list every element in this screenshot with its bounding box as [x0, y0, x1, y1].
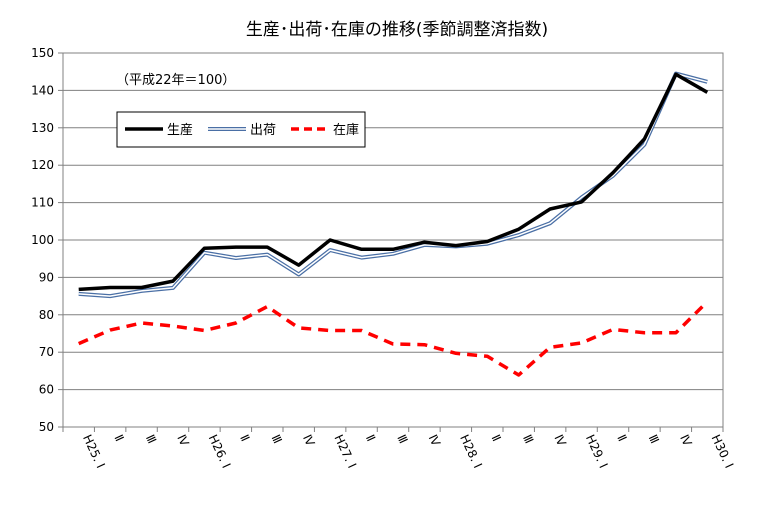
- y-tick-label: 80: [39, 308, 54, 322]
- y-tick-label: 70: [39, 345, 54, 359]
- x-tick-label: H25. Ⅰ: [80, 432, 108, 470]
- x-tick-label: Ⅱ: [237, 432, 252, 443]
- series-line-production: [78, 72, 709, 292]
- series-line-inventory: [78, 300, 709, 377]
- x-tick-label: Ⅲ: [269, 432, 285, 445]
- x-tick-label: Ⅳ: [551, 432, 568, 448]
- x-tick-label: Ⅲ: [520, 432, 536, 445]
- y-tick-label: 50: [39, 420, 54, 434]
- chart-title: 生産･出荷･在庫の推移(季節調整済指数): [246, 20, 548, 40]
- y-tick-label: 110: [31, 196, 54, 210]
- y-tick-label: 100: [31, 233, 54, 247]
- legend-shipments-label: 出荷: [250, 123, 276, 138]
- x-tick-label: Ⅱ: [489, 432, 504, 443]
- x-tick-label: Ⅱ: [111, 432, 126, 443]
- legend-inventory-label: 在庫: [333, 123, 359, 138]
- x-axis: H25. Ⅰ Ⅱ Ⅲ Ⅳ H26. Ⅰ Ⅱ Ⅲ Ⅳ H27. Ⅰ Ⅱ Ⅲ Ⅳ H28. Ⅰ Ⅱ Ⅲ Ⅳ H29.…: [62, 427, 737, 470]
- x-tick-label: Ⅲ: [143, 432, 159, 445]
- x-tick-label: Ⅲ: [394, 432, 410, 445]
- y-tick-label: 120: [31, 158, 54, 172]
- legend: 生産 出荷 在庫: [116, 111, 366, 148]
- x-tick-label: H30. Ⅰ: [709, 432, 737, 470]
- gridlines: [63, 89, 723, 391]
- x-tick-label: Ⅳ: [677, 432, 694, 448]
- x-tick-label: Ⅳ: [300, 432, 317, 448]
- x-tick-label: Ⅳ: [174, 432, 191, 448]
- x-tick-label: Ⅲ: [646, 432, 662, 445]
- base-year-note: （平成22年＝100）: [116, 73, 235, 88]
- y-tick-label: 60: [39, 383, 54, 397]
- x-tick-label: H29. Ⅰ: [583, 432, 611, 470]
- series-line-shipments-inner: [78, 72, 708, 297]
- y-tick-label: 140: [31, 83, 54, 97]
- x-tick-label: H27. Ⅰ: [331, 432, 359, 470]
- y-axis: 50 60 70 80 90 100 110 120 130 140 150: [31, 46, 63, 434]
- x-tick-label: H26. Ⅰ: [206, 432, 234, 470]
- y-tick-label: 130: [31, 121, 54, 135]
- x-tick-label: H28. Ⅰ: [457, 432, 485, 470]
- y-tick-label: 90: [39, 270, 54, 284]
- x-tick-label: Ⅱ: [363, 432, 378, 443]
- series-lines: [78, 71, 709, 377]
- legend-production-label: 生産: [167, 122, 193, 138]
- y-tick-label: 150: [31, 46, 54, 60]
- series-line-shipments: [78, 71, 708, 299]
- x-tick-label: Ⅳ: [426, 432, 443, 448]
- x-tick-label: Ⅱ: [614, 432, 629, 443]
